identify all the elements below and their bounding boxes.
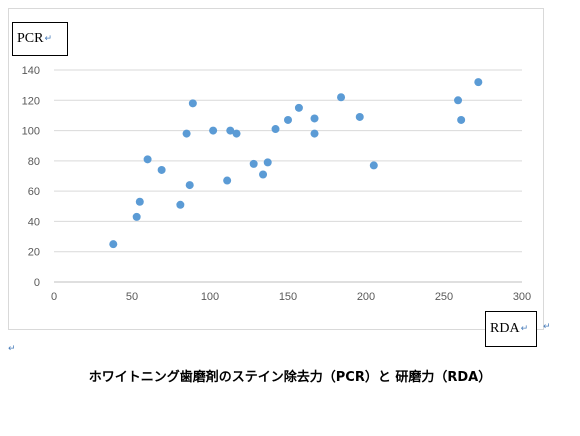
data-point — [259, 170, 268, 179]
data-points — [109, 78, 483, 249]
data-point — [310, 114, 319, 123]
y-tick-label: 100 — [22, 126, 40, 138]
data-point — [457, 115, 466, 124]
data-point — [263, 158, 272, 167]
y-axis-tick-labels: 0 20 40 60 80 100 120 140 — [22, 65, 40, 289]
data-point — [474, 78, 483, 87]
data-point — [249, 159, 258, 168]
data-point — [157, 165, 166, 174]
data-point — [135, 197, 144, 206]
data-point — [143, 155, 152, 164]
y-tick-label: 0 — [34, 277, 40, 289]
data-point — [355, 112, 364, 121]
y-tick-label: 80 — [28, 156, 40, 168]
x-tick-label: 0 — [51, 291, 57, 303]
y-tick-label: 20 — [28, 247, 40, 259]
x-axis-title: RDA — [490, 321, 520, 336]
chart-caption: ホワイトニング歯磨剤のステイン除去力（PCR）と 研磨力（RDA） — [88, 370, 492, 385]
x-tick-label: 250 — [435, 291, 453, 303]
data-point — [132, 212, 141, 221]
data-point — [294, 103, 303, 112]
data-point — [226, 126, 235, 135]
return-mark: ↵ — [520, 324, 529, 334]
x-tick-label: 50 — [126, 291, 138, 303]
y-axis-title-box: PCR ↵ — [12, 22, 68, 56]
return-mark: ↵ — [44, 34, 53, 44]
data-point — [188, 99, 197, 108]
y-axis-title: PCR — [17, 31, 44, 46]
data-point — [271, 125, 280, 134]
data-point — [182, 129, 191, 138]
x-tick-label: 100 — [201, 291, 219, 303]
x-tick-label: 300 — [513, 291, 531, 303]
x-tick-label: 150 — [279, 291, 297, 303]
data-point — [337, 93, 346, 102]
y-tick-label: 60 — [28, 186, 40, 198]
return-mark: ↵ — [543, 322, 551, 332]
data-point — [232, 129, 241, 138]
y-tick-label: 40 — [28, 216, 40, 228]
y-tick-label: 140 — [22, 65, 40, 77]
chart-area — [8, 8, 544, 330]
x-tick-label: 200 — [357, 291, 375, 303]
gridlines — [54, 69, 522, 283]
data-point — [223, 176, 232, 185]
data-point — [176, 200, 185, 209]
data-point — [209, 126, 218, 135]
data-point — [185, 181, 194, 190]
data-point — [310, 129, 319, 138]
data-point — [109, 240, 118, 249]
y-tick-label: 120 — [22, 95, 40, 107]
x-axis-title-box: RDA ↵ — [485, 311, 537, 347]
data-point — [369, 161, 378, 170]
return-mark: ↵ — [8, 344, 16, 354]
data-point — [454, 96, 463, 105]
data-point — [284, 115, 292, 124]
x-axis-tick-labels: 0 50 100 150 200 250 300 — [51, 291, 531, 303]
